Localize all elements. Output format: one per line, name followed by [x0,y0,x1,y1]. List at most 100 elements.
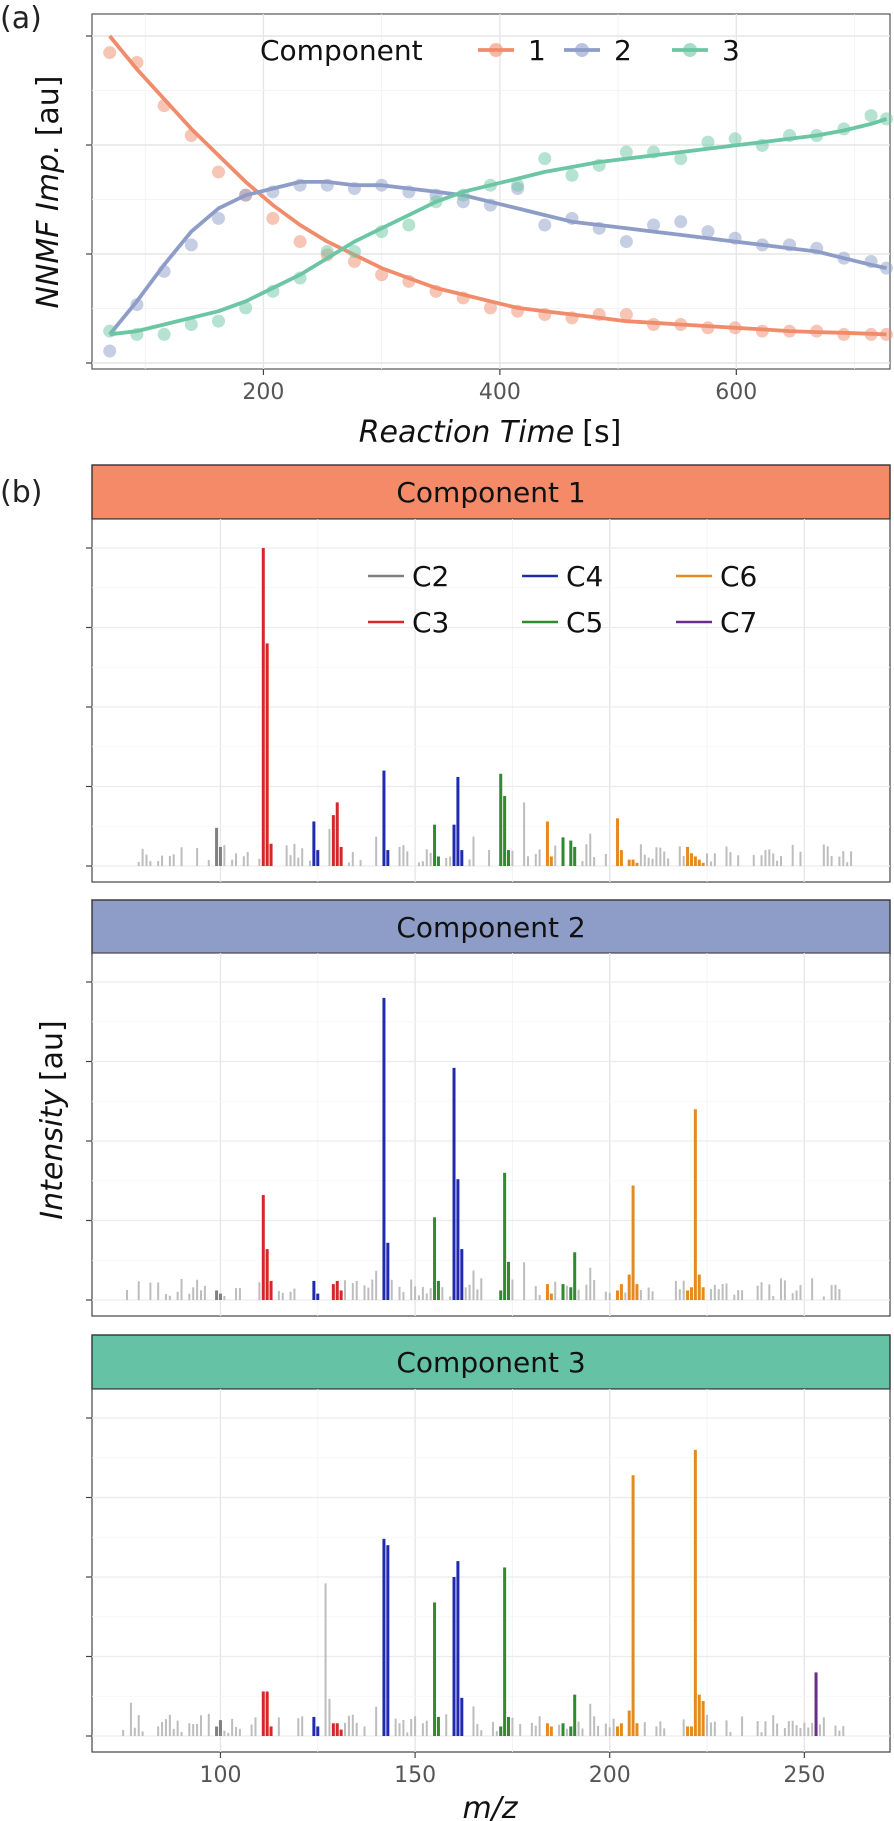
background-peak [488,849,491,866]
background-peak [709,861,712,866]
background-peak [729,852,732,866]
background-peak [157,1726,160,1736]
background-peak [624,1292,627,1300]
background-peak [192,1287,195,1300]
panel-b-x-ticks: 100 150 200 250 [199,1752,825,1788]
x-tick-label: 400 [479,380,521,405]
background-peak [608,1292,611,1300]
background-peak [741,1290,744,1300]
data-point-series-3 [728,132,742,146]
background-peak [643,1722,646,1736]
background-peak [375,1270,378,1300]
background-peak [787,1721,790,1736]
background-peak [565,1728,568,1736]
data-point-series-3 [239,301,253,315]
peak-c3 [269,1726,273,1736]
background-peak [791,844,794,866]
background-peak [441,1287,444,1300]
background-peak [126,1289,129,1300]
background-peak [192,1724,195,1736]
peak-c6 [686,1726,690,1736]
background-peak [554,845,557,866]
background-peak [476,1724,479,1736]
x-tick-label: 250 [783,1763,825,1788]
peak-c6 [631,1185,635,1300]
background-peak [344,1280,347,1300]
background-peak [133,1727,136,1736]
background-peak [207,1713,210,1736]
background-peak [822,1296,825,1300]
background-peak [168,855,171,866]
peak-c5 [573,846,577,866]
panel-b-legend: C2 C3 C4 C5 C6 C7 [368,560,757,639]
peak-c4 [460,1697,464,1736]
peak-c4 [460,1249,464,1300]
background-peak [480,1278,483,1300]
background-peak [289,855,292,866]
data-point-series-3 [565,168,579,182]
background-peak [425,1720,428,1736]
background-peak [351,1283,354,1300]
background-peak [172,854,175,866]
background-peak [597,1725,600,1736]
background-peak [826,846,829,866]
background-peak [729,1731,732,1736]
data-point-series-1 [266,211,280,225]
fit-line-series-2 [108,180,887,336]
background-peak [713,1284,716,1300]
legend-label-c6: C6 [720,560,757,593]
background-peak [421,1286,424,1300]
data-point-series-3 [347,245,361,259]
background-peak [472,1270,475,1300]
background-peak [231,859,234,866]
peak-c3 [269,1280,273,1300]
background-peak [565,1285,568,1300]
panel-a-grid [86,14,890,369]
background-peak [772,1295,775,1300]
fit-line-series-1 [108,34,887,337]
background-peak [227,1732,230,1736]
panel-b-facets: Component 1 Component 2 Component 3 [86,464,891,1753]
background-peak [803,1722,806,1736]
background-peak [534,853,537,866]
data-point-series-1 [483,301,497,315]
peak-c6 [635,862,639,866]
data-point-series-1 [211,165,225,179]
peak-c5 [569,840,573,866]
panel-a-x-ticks: 200 400 600 [242,369,757,405]
background-peak [752,855,755,866]
background-peak [534,1725,537,1736]
intensity-title-italic: Intensity [35,1088,70,1220]
background-peak [468,859,471,866]
peak-c6 [616,1290,620,1300]
panel-a-series [103,34,893,358]
panel-a-legend: Component 1 2 3 [260,34,740,67]
background-peak [402,1292,405,1300]
background-peak [277,1290,280,1300]
peak-c5 [507,1261,511,1300]
background-peak [799,1728,802,1736]
peak-c3 [339,1729,343,1736]
background-peak [355,1280,358,1300]
background-peak [196,1723,199,1736]
peak-c6 [619,1723,623,1736]
background-peak [293,843,296,866]
background-peak [647,857,650,866]
background-peak [429,1288,432,1300]
facet-strip-label: Component 1 [396,476,585,509]
data-point-series-1 [293,235,307,249]
peak-c6 [619,850,623,866]
background-peak [223,845,226,866]
background-peak [199,1290,202,1300]
background-peak [421,861,424,866]
peak-c5 [503,1172,507,1300]
background-peak [612,1718,615,1736]
background-peak [161,855,164,866]
peak-c4 [312,821,316,866]
panel-a-y-axis-title: NNMF Imp. [au] [31,75,66,308]
data-point-series-2 [538,218,552,232]
background-peak [328,1698,331,1736]
background-peak [149,1282,152,1300]
background-peak [655,847,658,866]
